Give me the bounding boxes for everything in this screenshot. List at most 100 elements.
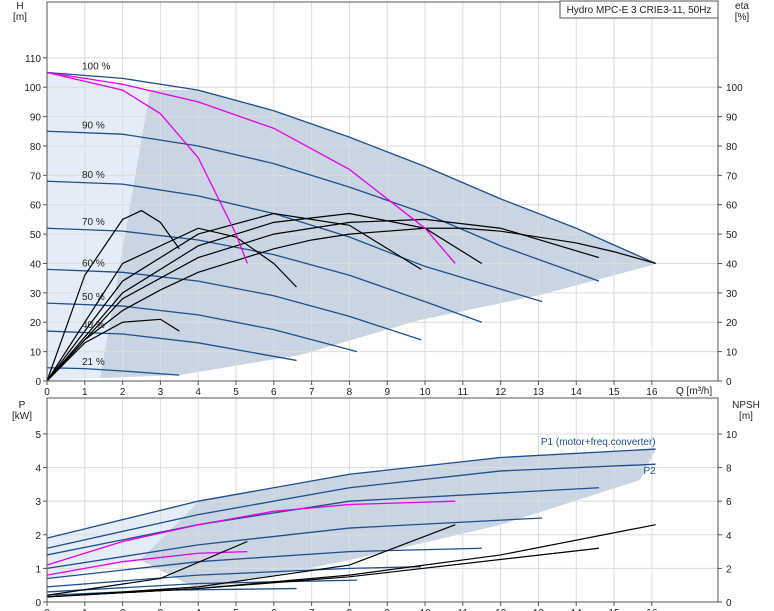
curve (46, 302, 358, 353)
y2-tick-label: 2 (726, 564, 732, 575)
y-tick-label: 50 (30, 230, 42, 241)
curve (46, 487, 599, 556)
curve (46, 227, 656, 382)
y-tick-label: 40 (30, 259, 42, 270)
y2-tick-label: 40 (726, 259, 738, 270)
y-tick-label: 80 (30, 142, 42, 153)
y2-tick-label: 50 (726, 230, 738, 241)
curve-label: 21 % (82, 357, 105, 368)
x-tick-label: 12 (495, 387, 507, 398)
x-tick-label: 7 (309, 608, 315, 611)
y-tick-label: 1 (35, 564, 41, 575)
power-area (140, 449, 656, 590)
y2-axis-unit: [m] (739, 411, 753, 422)
y-tick-label: 3 (35, 497, 41, 508)
curve (46, 218, 600, 382)
x-tick-label: 3 (158, 608, 164, 611)
x-tick-label: 11 (458, 608, 469, 611)
x-tick-label: 7 (309, 387, 315, 398)
y2-tick-label: 30 (726, 289, 738, 300)
y-axis-label: P (19, 400, 26, 411)
curve (46, 71, 248, 264)
curve (46, 547, 599, 598)
curve-label: 40 % (82, 320, 105, 331)
y2-tick-label: 80 (726, 142, 738, 153)
curve (46, 209, 180, 382)
y2-axis-unit: [%] (735, 12, 750, 23)
curve (46, 71, 456, 264)
y2-tick-label: 6 (726, 497, 732, 508)
x-tick-label: 14 (571, 387, 583, 398)
curve (46, 566, 422, 588)
x-tick-label: 6 (271, 608, 277, 611)
x-tick-label: 14 (571, 608, 583, 611)
x-tick-label: 8 (347, 608, 353, 611)
bottom-frame (46, 397, 719, 603)
curve-label: P1 (motor+freq.converter) (541, 437, 656, 448)
y-tick-label: 10 (30, 348, 42, 359)
y2-tick-label: 90 (726, 113, 738, 124)
y-axis-label: H (16, 1, 23, 12)
y-tick-label: 30 (30, 289, 42, 300)
curve (46, 517, 543, 570)
curve-label: 60 % (82, 258, 105, 269)
x-tick-label: 12 (495, 608, 507, 611)
y2-tick-label: 0 (726, 598, 732, 609)
y2-tick-label: 10 (726, 348, 738, 359)
y-axis-unit: [m] (13, 12, 27, 23)
x-tick-label: 0 (44, 608, 50, 611)
x-axis-label: Q [m³/h] (676, 386, 712, 397)
y2-tick-label: 60 (726, 201, 738, 212)
top-frame (46, 1, 719, 382)
y-tick-label: 5 (35, 430, 41, 441)
y-tick-label: 4 (35, 464, 41, 475)
x-tick-label: 3 (158, 387, 164, 398)
y2-tick-label: 4 (726, 531, 732, 542)
x-tick-label: 15 (608, 387, 620, 398)
curve (46, 318, 180, 382)
y-tick-label: 90 (30, 113, 42, 124)
x-tick-label: 16 (646, 608, 658, 611)
x-tick-label: 5 (233, 387, 239, 398)
curve (46, 268, 422, 341)
y2-tick-label: 10 (726, 430, 738, 441)
curve (46, 71, 656, 265)
curve (46, 540, 248, 596)
x-tick-label: 10 (419, 387, 431, 398)
curve (46, 579, 357, 593)
y2-axis-label: NPSH (732, 400, 760, 411)
curve-label: 100 % (82, 62, 110, 73)
chart-title: Hydro MPC-E 3 CRIE3-11, 50Hz (567, 5, 712, 16)
y-tick-label: 60 (30, 201, 42, 212)
x-tick-label: 8 (347, 387, 353, 398)
x-tick-label: 10 (419, 608, 431, 611)
curve (46, 500, 456, 566)
y2-tick-label: 70 (726, 171, 738, 182)
curve-label: 50 % (82, 292, 105, 303)
curve (46, 227, 297, 382)
curve-label: P2 (643, 466, 656, 477)
y-tick-label: 0 (35, 377, 41, 388)
y-tick-label: 0 (35, 598, 41, 609)
y2-tick-label: 20 (726, 318, 738, 329)
curve-label: 80 % (82, 170, 105, 181)
x-tick-label: 15 (608, 608, 620, 611)
x-tick-label: 0 (44, 387, 50, 398)
x-tick-label: 1 (82, 608, 88, 611)
y2-tick-label: 0 (726, 377, 732, 388)
y2-tick-label: 100 (726, 83, 743, 94)
y-tick-label: 110 (25, 54, 41, 65)
x-tick-label: 11 (458, 387, 469, 398)
x-tick-label: 13 (533, 608, 545, 611)
y2-axis-label: eta (735, 1, 749, 12)
curve-label: 70 % (82, 217, 105, 228)
curve (46, 130, 600, 282)
curve (46, 212, 422, 382)
y-tick-label: 100 (24, 83, 41, 94)
curve (46, 547, 482, 580)
x-tick-label: 16 (646, 387, 658, 398)
x-tick-label: 13 (533, 387, 545, 398)
x-tick-label: 2 (120, 608, 126, 611)
x-tick-label: 1 (82, 387, 88, 398)
